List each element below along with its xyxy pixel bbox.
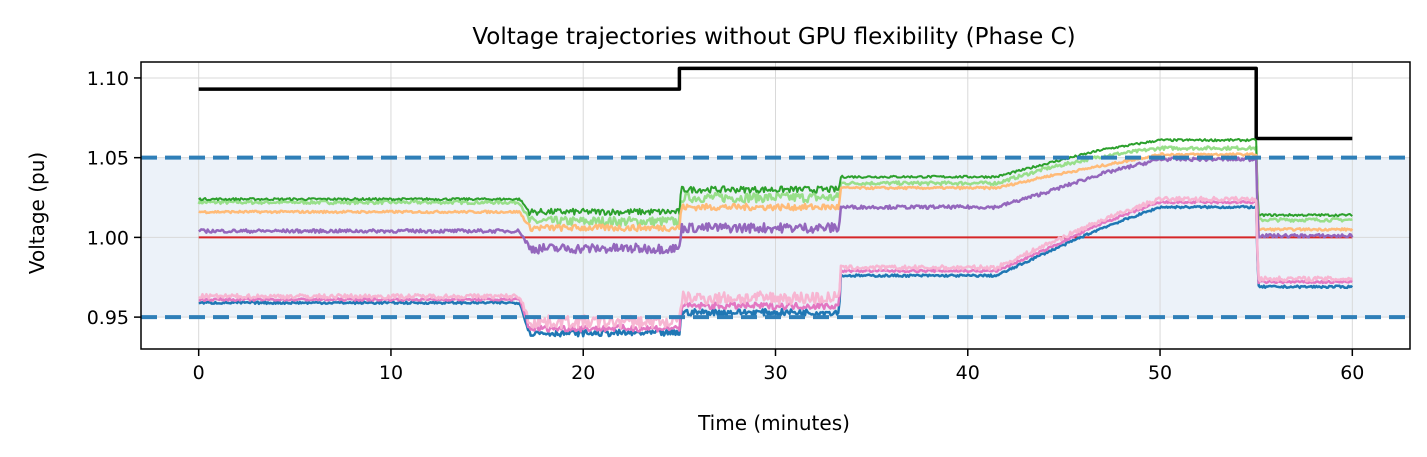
plot-area: 0 10 20 30 40 50 60 0.95 1.00 1.05 1.10	[87, 61, 1411, 384]
x-tick-label: 30	[763, 362, 787, 384]
x-tick-label: 0	[193, 362, 205, 384]
x-tick-label: 40	[956, 362, 980, 384]
voltage-series-line-5	[198, 152, 1354, 233]
chart-title: Voltage trajectories without GPU flexibi…	[472, 24, 1075, 50]
voltage-series-line-8	[198, 199, 1353, 333]
x-tick-label: 20	[571, 362, 595, 384]
y-tick-label: 1.00	[87, 227, 129, 249]
y-axis-label: Voltage (pu)	[25, 152, 49, 274]
x-axis-label: Time (minutes)	[697, 411, 850, 435]
voltage-series-line-9	[197, 195, 1353, 330]
voltage-series-line-4	[198, 138, 1353, 218]
y-tick-label: 0.95	[87, 307, 129, 329]
y-tick-label: 1.05	[87, 148, 129, 170]
x-tick-label: 10	[379, 362, 403, 384]
y-tick-label: 1.10	[87, 68, 129, 90]
series-group	[197, 66, 1354, 338]
voltage-series-line-3	[197, 145, 1353, 228]
x-tick-label: 60	[1340, 362, 1364, 384]
voltage-series-line-1	[198, 66, 1353, 141]
x-tick-label: 50	[1148, 362, 1172, 384]
